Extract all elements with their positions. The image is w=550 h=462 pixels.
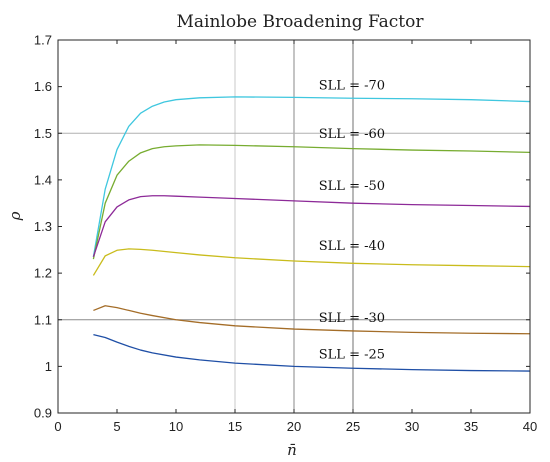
reference-lines — [58, 40, 530, 413]
series-annotation-label: SLL = -30 — [319, 311, 385, 326]
y-tick-label: 1.7 — [34, 33, 52, 48]
series-annotation-label: SLL = -40 — [319, 239, 385, 254]
series-line-3 — [92, 248, 531, 276]
chart-title: Mainlobe Broadening Factor — [177, 12, 425, 32]
y-tick-label: 0.9 — [34, 406, 52, 421]
series-line-1 — [92, 144, 531, 260]
series-annotation-label: SLL = -70 — [319, 78, 385, 93]
series-annotation-label: SLL = -25 — [319, 347, 385, 362]
x-tick-label: 0 — [54, 419, 61, 434]
series-line-0 — [92, 96, 531, 257]
x-tick-label: 5 — [113, 419, 120, 434]
x-axis-label: n̄ — [287, 441, 297, 459]
series-layer — [92, 96, 531, 372]
series-annotation-label: SLL = -60 — [319, 127, 385, 142]
series-line-5 — [93, 334, 531, 372]
x-axis-ticks: 0 5 10 15 20 25 30 35 40 — [54, 40, 537, 434]
y-tick-label: 1.1 — [34, 312, 52, 327]
x-tick-label: 35 — [464, 419, 478, 434]
series-line-4 — [93, 305, 531, 335]
y-axis-ticks: 0.9 1 1.1 1.2 1.3 1.4 1.5 1.6 1.7 — [34, 33, 530, 421]
y-axis-label: ρ — [6, 211, 24, 221]
y-tick-label: 1.3 — [34, 219, 52, 234]
y-tick-label: 1.2 — [34, 266, 52, 281]
x-tick-label: 10 — [169, 419, 183, 434]
y-tick-label: 1.5 — [34, 126, 52, 141]
x-tick-label: 40 — [523, 419, 537, 434]
x-tick-label: 15 — [228, 419, 242, 434]
series-annotation-label: SLL = -50 — [319, 179, 385, 194]
series-line-2 — [92, 195, 531, 258]
y-tick-label: 1.4 — [34, 172, 52, 187]
annotation-layer: SLL = -70 SLL = -60 SLL = -50 SLL = -40 SLL … — [319, 78, 385, 362]
y-tick-label: 1.6 — [34, 79, 52, 94]
x-tick-label: 30 — [405, 419, 419, 434]
x-tick-label: 20 — [287, 419, 301, 434]
x-tick-label: 25 — [346, 419, 360, 434]
y-tick-label: 1 — [45, 359, 52, 374]
